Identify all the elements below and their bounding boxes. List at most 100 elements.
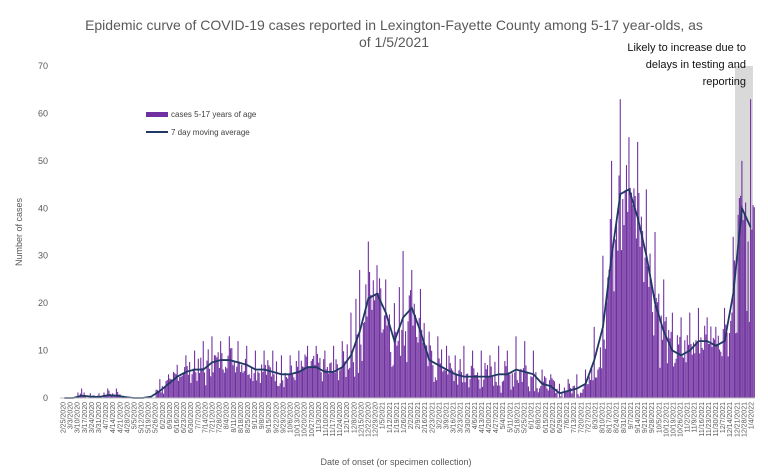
- case-bar: [445, 345, 448, 398]
- case-bar: [565, 390, 567, 398]
- case-bar: [681, 356, 683, 398]
- case-bar: [510, 389, 512, 398]
- case-bar: [336, 364, 338, 398]
- x-tick-label: 1/12/2021: [387, 402, 394, 433]
- case-bar: [335, 359, 337, 398]
- case-bar: [731, 312, 733, 398]
- case-bar: [227, 355, 229, 398]
- case-bar: [473, 368, 475, 398]
- x-tick-label: 11/30/2021: [713, 402, 720, 437]
- y-tick-label: 60: [38, 108, 48, 118]
- case-bar: [603, 339, 605, 398]
- case-bar: [318, 362, 320, 398]
- x-tick-label: 4/27/2021: [493, 402, 500, 433]
- case-bar: [351, 351, 353, 398]
- case-bar: [375, 295, 377, 398]
- case-bar: [223, 372, 225, 398]
- case-bar: [710, 326, 712, 398]
- case-bar: [500, 392, 502, 398]
- case-bar: [310, 361, 312, 398]
- case-bar: [339, 370, 341, 398]
- x-tick-label: 5/11/2021: [507, 402, 514, 433]
- case-bar: [324, 350, 326, 398]
- case-bar: [663, 279, 665, 398]
- case-bar: [161, 386, 163, 398]
- x-tick-label: 3/16/2021: [451, 402, 458, 433]
- x-tick-label: 2/23/2021: [429, 402, 436, 433]
- case-bar: [458, 370, 460, 398]
- case-bar: [342, 351, 345, 398]
- case-bar: [249, 378, 251, 398]
- x-tick-label: 6/8/2021: [536, 402, 543, 429]
- case-bar: [107, 388, 109, 398]
- case-bar: [172, 371, 175, 398]
- case-bar: [683, 357, 685, 398]
- case-bar: [326, 367, 328, 398]
- case-bar: [637, 141, 639, 398]
- x-tick-label: 3/3/2020: [68, 402, 75, 429]
- case-bar: [619, 99, 621, 398]
- case-bar: [217, 352, 219, 398]
- case-bar: [530, 376, 532, 398]
- case-bar: [411, 269, 413, 398]
- case-bar: [666, 363, 668, 398]
- case-bar: [725, 324, 727, 398]
- x-tick-label: 12/1/2020: [344, 402, 351, 433]
- annotation-line2: delays in testing and: [646, 59, 746, 71]
- case-bar: [278, 386, 280, 398]
- x-tick-label: 11/17/2020: [330, 402, 337, 437]
- case-bar: [695, 340, 697, 398]
- case-bar: [299, 370, 301, 398]
- case-bar: [488, 376, 490, 398]
- case-bar: [305, 356, 307, 398]
- case-bar: [328, 373, 330, 398]
- case-bar: [370, 294, 372, 398]
- case-bar: [293, 377, 295, 398]
- case-bar: [321, 381, 323, 398]
- case-bar: [570, 387, 572, 398]
- case-bar: [160, 392, 162, 398]
- case-bar: [702, 349, 704, 398]
- case-bar: [558, 383, 560, 398]
- case-bar: [176, 364, 178, 398]
- case-bar: [210, 376, 212, 398]
- case-bar: [659, 367, 661, 398]
- x-tick-label: 6/23/2020: [181, 402, 188, 433]
- case-bar: [716, 343, 718, 398]
- case-bar: [163, 393, 165, 398]
- case-bar: [192, 368, 194, 398]
- case-bar: [444, 370, 446, 398]
- case-bar: [416, 336, 418, 398]
- case-bar: [432, 365, 434, 398]
- y-tick-label: 20: [38, 298, 48, 308]
- x-tick-label: 11/23/2021: [706, 402, 713, 437]
- case-bar: [170, 379, 172, 398]
- x-tick-label: 5/4/2021: [500, 402, 507, 429]
- case-bar: [607, 277, 609, 398]
- case-bar: [417, 342, 419, 398]
- case-bar: [561, 392, 563, 398]
- case-bar: [438, 358, 440, 398]
- case-bar: [205, 385, 207, 398]
- case-bar: [753, 207, 755, 398]
- case-bar: [654, 232, 656, 398]
- x-tick-label: 9/8/2020: [259, 402, 266, 429]
- x-tick-label: 10/6/2020: [287, 402, 294, 433]
- case-bar: [674, 362, 676, 398]
- case-bar: [378, 278, 381, 398]
- x-tick-label: 11/24/2020: [337, 402, 344, 437]
- case-bar: [687, 344, 690, 398]
- chart-title-line2: of 1/5/2021: [359, 34, 429, 50]
- x-tick-label: 5/25/2021: [522, 402, 529, 433]
- case-bar: [514, 372, 516, 398]
- case-bar: [185, 355, 187, 398]
- case-bar: [424, 347, 426, 398]
- case-bar: [661, 339, 664, 398]
- x-tick-label: 7/14/2020: [202, 402, 209, 433]
- case-bar: [234, 372, 237, 398]
- case-bar: [599, 347, 601, 398]
- case-bar: [383, 315, 386, 398]
- case-bar: [481, 386, 484, 398]
- case-bar: [685, 362, 687, 398]
- case-bar: [190, 382, 192, 398]
